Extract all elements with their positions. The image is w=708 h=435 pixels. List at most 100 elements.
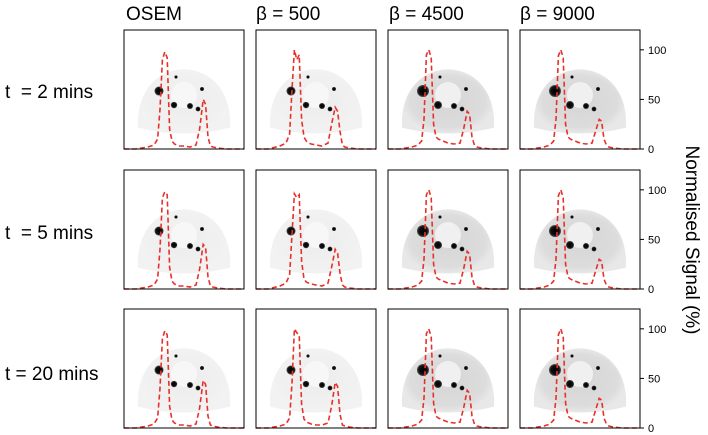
panel-frame (519, 169, 641, 290)
phantom-hot-sphere (195, 385, 201, 391)
phantom-hot-sphere (438, 75, 442, 79)
y-tick-label: 50 (648, 373, 660, 385)
panel-r1-c3 (519, 169, 641, 290)
phantom-lung-insert (171, 361, 197, 388)
phantom-hot-sphere (302, 241, 310, 249)
phantom-hot-sphere (302, 101, 310, 109)
phantom-hot-sphere (154, 226, 164, 236)
profile-series-line (256, 326, 376, 429)
panel-frame (519, 29, 641, 150)
phantom-hot-sphere (187, 103, 193, 110)
panel-frame (123, 29, 245, 150)
phantom-hot-sphere (438, 354, 442, 358)
y-tick-label: 100 (648, 324, 666, 336)
y-tick-label: 100 (648, 45, 666, 57)
phantom-hot-sphere (549, 225, 561, 238)
panel-r2-c2 (387, 308, 509, 429)
y-axis-title: Normalised Signal (%) (681, 145, 702, 334)
phantom-hot-sphere (459, 246, 465, 252)
panel-r0-c0 (123, 29, 245, 150)
phantom-hot-sphere (200, 227, 204, 232)
row-label-20-mins: t = 20 mins (5, 364, 98, 385)
phantom-lung-insert (567, 361, 593, 388)
phantom-hot-sphere (464, 366, 468, 371)
phantom-hot-sphere (170, 241, 178, 249)
phantom-hot-sphere (174, 354, 178, 358)
phantom-hot-sphere (327, 106, 333, 112)
phantom-lung-insert (171, 222, 197, 249)
profile-series-line (256, 191, 376, 290)
profile-series-line (124, 190, 244, 290)
phantom-hot-sphere (319, 382, 325, 389)
phantom-hot-sphere (583, 243, 589, 250)
profile-series-line (388, 326, 508, 429)
profile-series-line (388, 187, 508, 290)
phantom-hot-sphere (549, 85, 561, 98)
phantom-lung-insert (435, 361, 461, 388)
y-tick-label: 0 (648, 284, 654, 296)
phantom-hot-sphere (286, 365, 296, 375)
panel-r1-c2 (387, 169, 509, 290)
panel-r0-c2 (387, 29, 509, 150)
profile-series-line (520, 326, 640, 429)
phantom-lung-insert (171, 82, 197, 109)
phantom-hot-sphere (306, 354, 310, 358)
phantom-lung-insert (435, 222, 461, 249)
panel-r1-c0 (123, 169, 245, 290)
phantom-hot-sphere (451, 243, 457, 250)
panel-frame (387, 29, 509, 150)
panel-frame (255, 29, 377, 150)
phantom-lung-insert (567, 222, 593, 249)
phantom-hot-sphere (591, 246, 597, 252)
panel-frame (519, 308, 641, 429)
y-tick-label: 100 (648, 185, 666, 197)
column-title-osem: OSEM (126, 4, 182, 25)
panel-frame (255, 308, 377, 429)
phantom-hot-sphere (286, 226, 296, 236)
panel-r0-c1 (255, 29, 377, 150)
phantom-lung-insert (303, 222, 329, 249)
profile-series-line (124, 49, 244, 150)
phantom-hot-sphere (154, 365, 164, 375)
phantom-hot-sphere (174, 75, 178, 79)
phantom-lung-insert (435, 82, 461, 109)
phantom-hot-sphere (464, 227, 468, 232)
phantom-hot-sphere (327, 385, 333, 391)
phantom-hot-sphere (200, 87, 204, 92)
phantom-hot-sphere (434, 101, 442, 110)
phantom-hot-sphere (596, 366, 600, 371)
y-tick-label: 50 (648, 94, 660, 106)
column-title-beta-4500: β = 4500 (389, 4, 464, 25)
phantom-hot-sphere (583, 382, 589, 389)
phantom-hot-sphere (417, 225, 429, 238)
y-tick-label: 0 (648, 144, 654, 156)
profile-series-line (388, 47, 508, 150)
profile-series-line (520, 47, 640, 150)
phantom-hot-sphere (174, 215, 178, 219)
phantom-hot-sphere (187, 243, 193, 250)
profile-series-line (520, 187, 640, 290)
phantom-hot-sphere (170, 101, 178, 109)
phantom-hot-sphere (332, 366, 336, 371)
panel-frame (255, 169, 377, 290)
phantom-hot-sphere (434, 380, 442, 389)
profile-series-line (124, 328, 244, 429)
phantom-hot-sphere (464, 87, 468, 92)
row-label-2-mins: t = 2 mins (5, 82, 93, 103)
y-tick-label: 50 (648, 234, 660, 246)
phantom-lung-insert (303, 82, 329, 109)
phantom-hot-sphere (570, 75, 574, 79)
phantom-hot-sphere (459, 106, 465, 112)
phantom-hot-sphere (154, 86, 164, 96)
panel-frame (387, 308, 509, 429)
panel-r0-c3 (519, 29, 641, 150)
panel-r1-c1 (255, 169, 377, 290)
phantom-hot-sphere (549, 364, 561, 377)
phantom-hot-sphere (566, 101, 574, 110)
phantom-lung-insert (303, 361, 329, 388)
phantom-hot-sphere (459, 385, 465, 391)
phantom-hot-sphere (591, 106, 597, 112)
phantom-hot-sphere (187, 382, 193, 389)
phantom-hot-sphere (583, 103, 589, 110)
